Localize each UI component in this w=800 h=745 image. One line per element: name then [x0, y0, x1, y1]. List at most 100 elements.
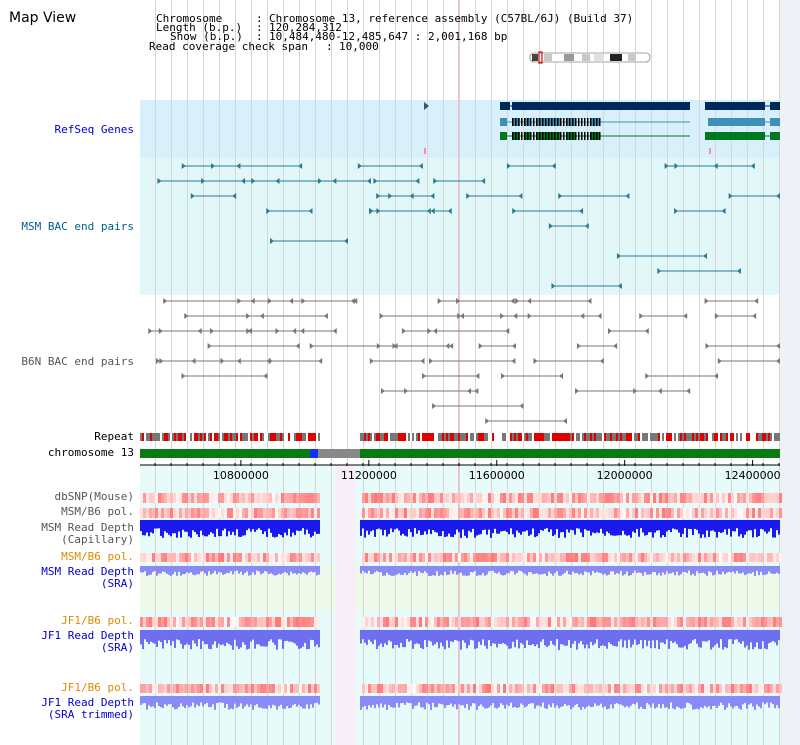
- msm-pol-sra-cell: [248, 553, 251, 562]
- msm-depth-capillary-bar: [254, 520, 256, 532]
- msm-pol-sra-cell: [626, 553, 629, 562]
- msm-pol-sra-cell: [578, 553, 581, 562]
- repeat-block: [552, 433, 554, 441]
- jf1-pol-cell: [572, 617, 575, 627]
- jf1-depth-sra-bar: [272, 630, 274, 643]
- repeat-block: [596, 433, 598, 441]
- dbsnp-label[interactable]: dbSNP(Mouse): [54, 490, 134, 503]
- jf1-pol-trimmed-cell: [293, 684, 296, 693]
- chromosome-ideogram[interactable]: [528, 51, 654, 64]
- jf1-depth-sra-label[interactable]: JF1 Read Depth (SRA): [41, 629, 134, 654]
- msm-depth-capillary-bar: [318, 520, 320, 534]
- jf1-depth-sra-bar: [668, 630, 670, 649]
- dbsnp-cell: [641, 493, 644, 503]
- jf1-depth-trimmed-bar: [740, 696, 742, 710]
- msm-pol-cell: [257, 508, 260, 518]
- jf1-depth-trimmed-label[interactable]: JF1 Read Depth (SRA trimmed): [41, 696, 134, 721]
- msm-pol-cell: [533, 508, 536, 518]
- dbsnp-cell: [272, 493, 275, 503]
- jf1-depth-trimmed-bar: [696, 696, 698, 709]
- jf1-depth-trimmed-bar: [638, 696, 640, 709]
- msm-depth-sra-bar: [572, 566, 574, 572]
- jf1-depth-trimmed-bar: [560, 696, 562, 707]
- jf1-depth-sra-bar: [174, 630, 176, 648]
- msm-pol-sra-cell: [611, 553, 614, 562]
- msm-depth-sra-bar: [204, 566, 206, 574]
- jf1-depth-trimmed-bar: [774, 696, 776, 709]
- msm-depth-capillary-label[interactable]: MSM Read Depth (Capillary): [41, 521, 134, 546]
- msm-depth-sra-bar: [434, 566, 436, 576]
- msm-depth-sra-bar: [556, 566, 558, 572]
- msm-depth-sra-bar: [312, 566, 314, 573]
- msm-depth-capillary-bar: [474, 520, 476, 538]
- jf1-pol-trimmed-cell: [266, 684, 269, 693]
- msm-depth-sra-bar: [422, 566, 424, 574]
- jf1-depth-trimmed-bar: [738, 696, 740, 709]
- repeat-block: [690, 433, 692, 441]
- jf1-pol-trimmed-cell: [434, 684, 437, 693]
- msm-pol-cell: [488, 508, 491, 518]
- jf1-depth-sra-bar: [230, 630, 232, 646]
- jf1-pol-cell: [305, 617, 308, 627]
- b6n-bac-end: [422, 373, 427, 379]
- repeat-block: [710, 433, 712, 441]
- jf1-pol-label[interactable]: JF1/B6 pol.: [61, 614, 134, 627]
- msm-pol-cell: [668, 508, 671, 518]
- jf1-depth-sra-bar: [380, 630, 382, 644]
- dbsnp-cell: [365, 493, 368, 503]
- msm-pol-sra-label[interactable]: MSM/B6 pol.: [61, 550, 134, 563]
- msm-depth-capillary-bar: [688, 520, 690, 529]
- chromosome-track-label[interactable]: chromosome 13: [47, 446, 134, 459]
- repeat-block: [778, 433, 780, 441]
- msm-depth-capillary-bar: [162, 520, 164, 538]
- msm-pol-sra-cell: [680, 553, 683, 562]
- jf1-pol-trimmed-cell: [251, 684, 254, 693]
- msm-depth-sra-bar: [672, 566, 674, 573]
- msm-depth-sra-bar: [678, 566, 680, 576]
- repeat-label[interactable]: Repeat: [94, 430, 134, 443]
- jf1-depth-sra-bar: [406, 630, 408, 640]
- refseq-genes-label[interactable]: RefSeq Genes: [54, 123, 134, 136]
- jf1-depth-trimmed-bar: [668, 696, 670, 709]
- msm-pol-label[interactable]: MSM/B6 pol.: [61, 505, 134, 518]
- msm-pol-sra-cell: [206, 553, 209, 562]
- msm-depth-capillary-bar: [712, 520, 714, 531]
- jf1-pol-trimmed-cell: [536, 684, 539, 693]
- msm-pol-cell: [386, 508, 389, 518]
- jf1-pol-trimmed-cell: [581, 684, 584, 693]
- dbsnp-cell: [404, 493, 407, 503]
- jf1-depth-sra-bar: [384, 630, 386, 644]
- repeat-block: [774, 433, 776, 441]
- b6n-bac-label[interactable]: B6N BAC end pairs: [21, 355, 134, 368]
- msm-pol-cell: [554, 508, 557, 518]
- msm-depth-sra-bar: [432, 566, 434, 576]
- repeat-block: [704, 433, 706, 441]
- msm-pol-cell: [260, 508, 263, 518]
- jf1-pol-trimmed-cell: [239, 684, 242, 693]
- jf1-pol-cell: [620, 617, 623, 627]
- jf1-pol-cell: [395, 617, 398, 627]
- msm-depth-capillary-bar: [206, 520, 208, 537]
- jf1-depth-sra-bar: [472, 630, 474, 641]
- dbsnp-cell: [173, 493, 176, 503]
- repeat-block: [282, 433, 284, 441]
- msm-depth-capillary-bar: [288, 520, 290, 529]
- repeat-block: [498, 433, 500, 441]
- msm-pol-sra-cell: [533, 553, 536, 562]
- msm-bac-label[interactable]: MSM BAC end pairs: [21, 220, 134, 233]
- jf1-pol-cell: [749, 617, 752, 627]
- msm-depth-sra-bar: [394, 566, 396, 576]
- jf1-pol-trimmed-label[interactable]: JF1/B6 pol.: [61, 681, 134, 694]
- msm-depth-capillary-bar: [722, 520, 724, 533]
- msm-pol-cell: [236, 508, 239, 518]
- msm-pol-cell: [362, 508, 365, 518]
- dbsnp-cell: [581, 493, 584, 503]
- dbsnp-cell: [512, 493, 515, 503]
- jf1-pol-cell: [473, 617, 476, 627]
- msm-depth-sra-label[interactable]: MSM Read Depth (SRA): [41, 565, 134, 590]
- repeat-block: [636, 433, 638, 441]
- jf1-pol-trimmed-cell: [752, 684, 755, 693]
- msm-depth-capillary-bar: [192, 520, 194, 531]
